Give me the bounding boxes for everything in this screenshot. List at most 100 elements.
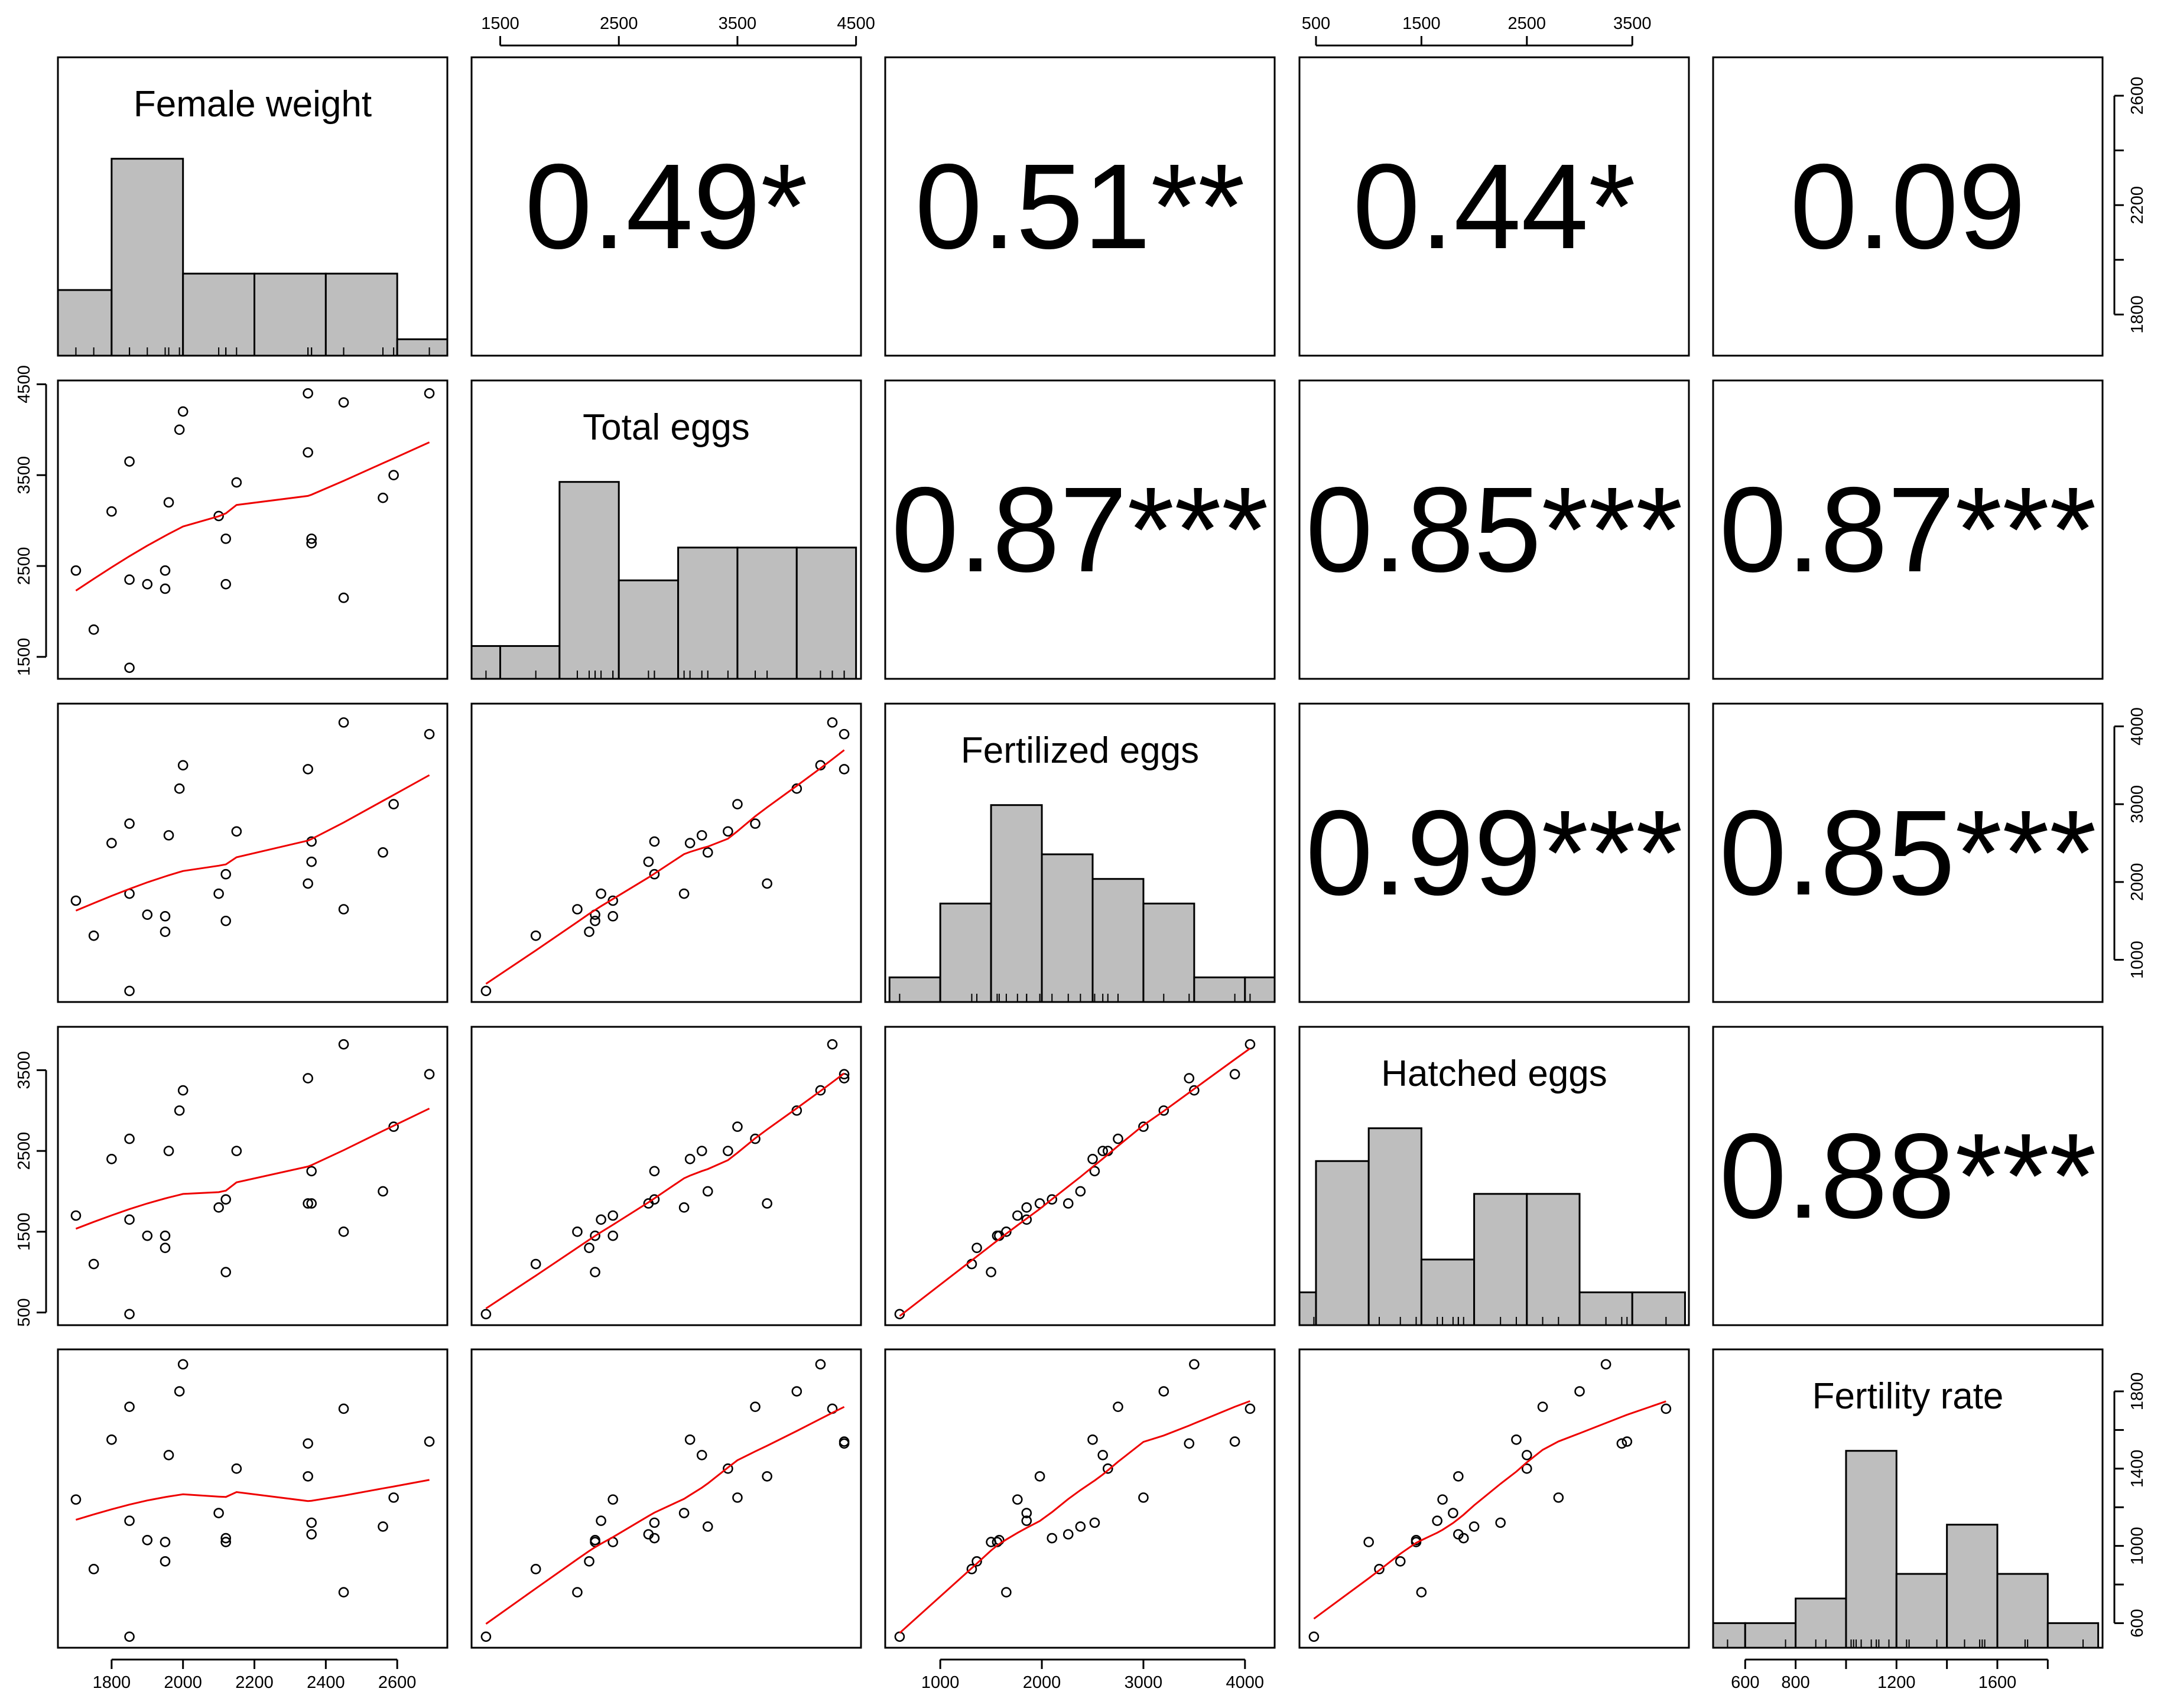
scatter-point [1661,1403,1672,1414]
scatter-point [303,1198,313,1209]
panel-frame [1298,56,1690,357]
scatter-point [177,1085,189,1096]
scatter-point [160,565,171,576]
scatter-point [160,1556,171,1567]
histogram-bar [1315,1160,1370,1326]
diagonal-label-hatched-eggs: Hatched eggs [1381,1053,1607,1094]
axis-tick-label: 3500 [15,1051,34,1089]
scatter-point [723,826,733,837]
panel-4-1 [470,1348,862,1649]
panel-2-3 [1298,702,1690,1003]
scatter-point [1097,1450,1108,1460]
scatter-point [424,728,435,740]
panel-frame [1712,702,2104,1003]
scatter-point [1468,1521,1480,1532]
scatter-point [1448,1508,1458,1518]
histogram-bar [1795,1598,1847,1649]
scatter-point [839,764,850,775]
scatter-point [1553,1492,1564,1503]
scatter-point [1522,1450,1532,1460]
histogram-bar [57,289,113,357]
histogram-bar [888,976,941,1003]
scatter-point [106,838,117,848]
scatter-point [303,1438,313,1449]
panel-frame [1298,1348,1690,1649]
axis-tick-label: 2600 [2128,77,2147,115]
scatter-point [378,847,388,858]
scatter-point [607,1210,618,1221]
scatter-point [160,1242,171,1253]
scatter-point [1012,1494,1023,1505]
scatter-point [827,717,838,728]
scatter-point [378,492,388,503]
scatter-point [1395,1556,1406,1567]
scatter-point [338,1226,349,1237]
scatter-point [827,1039,838,1050]
scatter-point [88,1258,99,1270]
scatter-point [338,593,349,603]
panel-frame [1298,702,1690,1003]
scatter-point [124,1133,135,1144]
correlation-label: 0.85*** [1719,785,2096,920]
scatter-point [839,1069,850,1080]
axis-tick-label: 2500 [1508,14,1546,33]
axis-tick-label: 1800 [2128,1372,2147,1411]
axis-tick-label: 3500 [719,14,757,33]
scatter-point [1001,1587,1012,1598]
scatter-point [1021,1508,1032,1518]
scatter-point [142,578,153,590]
scatter-point [894,1309,905,1320]
scatter-point [424,1069,435,1080]
scatter-point [163,1146,174,1156]
axis-tick-label: 4000 [1226,1673,1265,1692]
scatter-point [303,388,313,399]
scatter-point [1097,1146,1108,1156]
scatter-point [88,930,99,941]
panel-frame [884,1026,1276,1326]
scatter-point [220,1194,231,1205]
scatter-point [124,1515,135,1526]
panel-3-0 [57,1026,449,1326]
scatter-point [142,1230,153,1241]
panel-2-2: Fertilized eggs [884,702,1276,1003]
scatter-point [1374,1564,1385,1574]
panel-3-3: Hatched eggs [1298,1026,1690,1326]
scatter-point [1021,1202,1032,1213]
scatter-point [1229,1069,1240,1080]
axis-tick-label: 4000 [2128,707,2147,746]
scatter-point [572,1226,583,1237]
scatter-point [1411,1537,1422,1547]
scatter-point [160,1230,171,1241]
scatter-point [971,1556,982,1567]
scatter-point [1021,1214,1032,1225]
scatter-point [702,1521,713,1532]
axis-tick-label: 2000 [2128,863,2147,902]
smoother-line [485,1406,845,1625]
scatter-point [213,1202,224,1213]
scatter-point [696,1450,707,1460]
scatter-point [388,1121,399,1132]
scatter-point [590,1230,600,1241]
panel-frame [1712,56,2104,357]
panel-1-3 [1298,379,1690,680]
panel-0-2 [884,56,1276,357]
scatter-point [388,470,399,481]
panel-frame [1298,1026,1690,1326]
scatter-point [678,1202,690,1213]
scatter-point [986,1267,996,1278]
axis-tick-label: 600 [1731,1673,1759,1692]
correlation-label: 0.85*** [1305,462,1682,597]
scatter-point [596,1515,606,1526]
scatter-point [791,1386,802,1397]
panel-frame [884,1348,1276,1649]
correlation-label: 0.44* [1353,139,1636,274]
axis-tick-label: 1000 [2128,941,2147,979]
scatter-point [306,1529,317,1540]
smoother-line [899,1047,1251,1317]
panel-2-4 [1712,702,2104,1003]
scatter-point [1616,1438,1627,1449]
scatter-point [160,926,171,937]
scatter-point [124,1401,135,1412]
histogram-bar [1845,1450,1897,1649]
